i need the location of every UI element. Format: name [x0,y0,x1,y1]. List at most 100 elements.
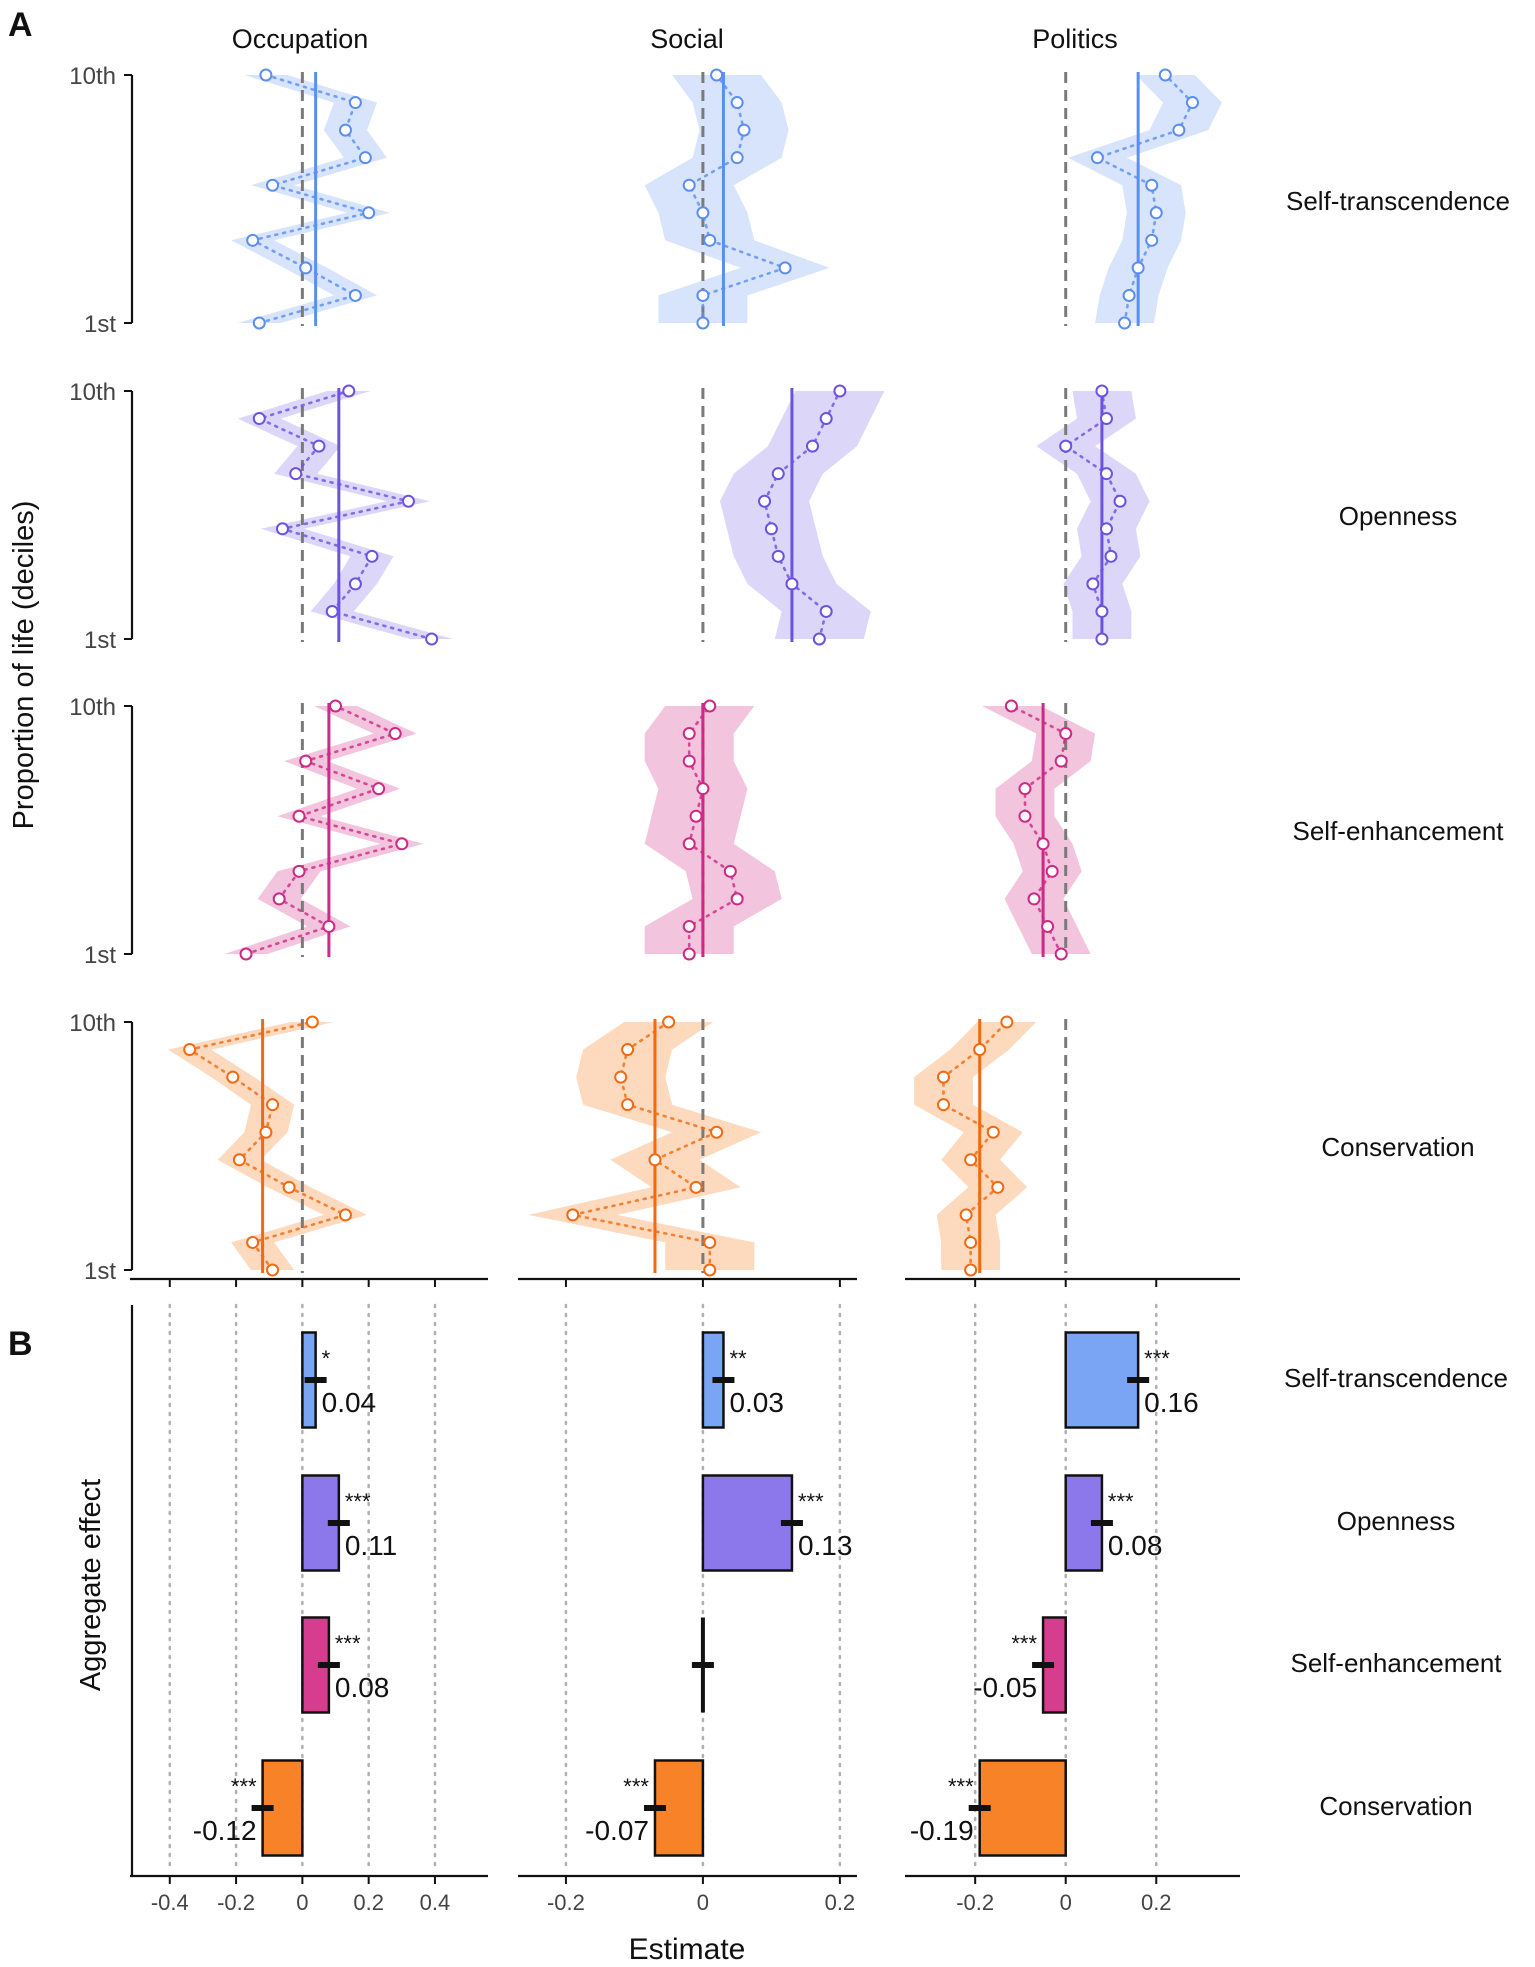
decile-point-social-openness [819,412,833,426]
decile-point-politics-openness [1059,439,1073,453]
x-tick-label: -0.2 [217,1890,255,1915]
significance-stars-social-conservation: *** [623,1774,649,1799]
bar-politics-self-transcendence [1064,1331,1140,1429]
decile-point-social-openness [771,467,785,481]
bar-social-openness [701,1474,794,1572]
decile-trend-line-occupation-openness [255,389,433,641]
decile-point-social-self-enhancement [682,919,696,933]
plot-area: 10th 1st 10th 1st 10th 1st 10th 1st * 0.04 *** 0.11… [69,63,1240,1915]
decile-point-politics-self-transcendence [1145,233,1159,247]
decile-point-occupation-self-transcendence [252,316,266,330]
row-label-a-openness: Openness [1339,501,1458,531]
value-label-politics-self-transcendence: 0.16 [1144,1387,1199,1418]
decile-point-politics-conservation [936,1070,950,1084]
decile-point-occupation-conservation [183,1043,197,1057]
decile-point-social-conservation [566,1208,580,1222]
row-label-b-self-transcendence: Self-transcendence [1284,1363,1508,1393]
decile-point-politics-openness [1095,632,1109,646]
decile-point-politics-openness [1099,522,1113,536]
value-label-occupation-openness: 0.11 [345,1530,397,1561]
decile-point-social-self-enhancement [689,809,703,823]
decile-trend-line-politics-conservation [942,1020,1009,1272]
decile-point-occupation-self-transcendence [338,123,352,137]
decile-point-social-self-transcendence [730,151,744,165]
decile-point-occupation-self-transcendence [348,288,362,302]
decile-point-politics-self-enhancement [1054,754,1068,768]
decile-point-social-self-transcendence [710,68,724,82]
decile-point-politics-self-transcendence [1185,96,1199,110]
decile-tick-label: 1st [84,627,116,654]
decile-point-occupation-self-enhancement [272,892,286,906]
decile-trend-line-occupation-conservation [186,1020,350,1272]
decile-point-occupation-openness [401,494,415,508]
ci-ribbon-politics-self-transcendence [1068,75,1222,323]
decile-point-social-self-enhancement [682,947,696,961]
decile-point-occupation-self-transcendence [299,261,313,275]
ci-ribbon-occupation-self-transcendence [231,75,391,323]
decile-point-politics-openness [1095,384,1109,398]
decile-point-politics-self-transcendence [1172,123,1186,137]
decile-tick-label: 1st [84,1258,116,1285]
decile-point-occupation-self-enhancement [372,782,386,796]
ci-ribbon-social-self-enhancement [644,706,782,954]
decile-point-occupation-openness [289,467,303,481]
decile-point-social-self-transcendence [696,288,710,302]
decile-point-occupation-self-enhancement [322,919,336,933]
x-tick-label: 0.2 [1141,1890,1172,1915]
decile-point-politics-openness [1113,494,1127,508]
decile-point-politics-self-enhancement [1036,837,1050,851]
ci-ribbon-politics-self-enhancement [982,706,1096,954]
value-label-social-conservation: -0.07 [585,1815,649,1846]
decile-point-social-openness [812,632,826,646]
decile-point-social-conservation [621,1098,635,1112]
decile-point-politics-self-transcendence [1149,206,1163,220]
decile-point-politics-conservation [991,1180,1005,1194]
row-label-b-self-enhancement: Self-enhancement [1290,1648,1502,1678]
panel-b-y-axis-title: Aggregate effect [75,1479,107,1691]
decile-point-social-openness [833,384,847,398]
decile-point-occupation-self-enhancement [395,837,409,851]
decile-trend-line-politics-openness [1063,389,1122,641]
decile-point-politics-conservation [964,1235,978,1249]
significance-stars-occupation-conservation: *** [231,1774,257,1799]
decile-point-social-openness [785,577,799,591]
decile-point-politics-self-enhancement [1054,947,1068,961]
ci-ribbon-politics-openness [1036,391,1150,639]
value-label-occupation-self-transcendence: 0.04 [322,1387,377,1418]
decile-point-occupation-openness [325,604,339,618]
decile-trend-line-occupation-self-enhancement [244,704,407,956]
decile-point-social-self-enhancement [723,864,737,878]
decile-point-politics-openness [1104,549,1118,563]
decile-point-social-conservation [703,1235,717,1249]
decile-tick-label: 10th [69,379,116,406]
decile-point-occupation-self-enhancement [299,754,313,768]
ci-ribbon-occupation-self-enhancement [224,706,424,954]
significance-stars-occupation-openness: *** [345,1489,371,1514]
decile-point-occupation-openness [342,384,356,398]
row-label-b-conservation: Conservation [1319,1791,1472,1821]
decile-point-occupation-self-transcendence [362,206,376,220]
bar-occupation-openness [301,1474,341,1572]
decile-point-politics-self-transcendence [1131,261,1145,275]
decile-point-social-self-transcendence [696,316,710,330]
value-label-politics-self-enhancement: -0.05 [973,1672,1037,1703]
decile-point-politics-openness [1095,604,1109,618]
significance-stars-occupation-self-enhancement: *** [335,1631,361,1656]
decile-tick-label: 10th [69,1010,116,1037]
decile-trend-line-social-conservation [572,1020,721,1272]
decile-tick-label: 1st [84,311,116,338]
decile-trend-line-occupation-self-transcendence [248,73,374,325]
significance-stars-politics-self-enhancement: *** [1011,1631,1037,1656]
decile-point-social-conservation [648,1153,662,1167]
decile-point-occupation-conservation [338,1208,352,1222]
decile-point-social-conservation [621,1043,635,1057]
ci-ribbon-politics-conservation [914,1022,1037,1270]
decile-point-politics-conservation [973,1043,987,1057]
decile-point-social-self-transcendence [778,261,792,275]
decile-point-social-openness [758,494,772,508]
decile-point-politics-self-enhancement [1045,864,1059,878]
decile-point-politics-conservation [986,1125,1000,1139]
significance-stars-politics-self-transcendence: *** [1144,1346,1170,1371]
decile-point-occupation-openness [312,439,326,453]
